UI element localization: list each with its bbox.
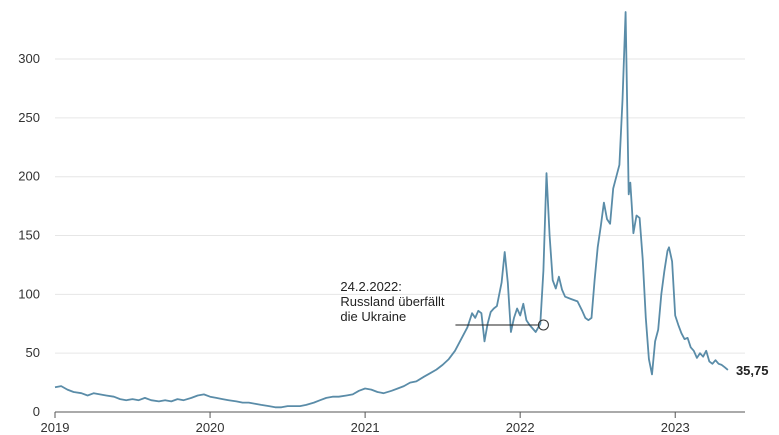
- y-axis-ticks: 0 50 100 150 200 250 300: [18, 51, 40, 419]
- y-tick-label-250: 250: [18, 110, 40, 125]
- y-tick-label-150: 150: [18, 228, 40, 243]
- y-tick-label-0: 0: [33, 404, 40, 419]
- annotation-marker: [537, 319, 549, 331]
- annotation-group: 24.2.2022: Russland überfällt die Ukrain…: [340, 279, 549, 331]
- annotation-text-line-3: die Ukraine: [340, 309, 406, 324]
- series-group: [54, 11, 729, 409]
- x-tick-label-2023: 2023: [661, 420, 690, 435]
- y-tick-label-200: 200: [18, 169, 40, 184]
- annotation-text-line-1: 24.2.2022:: [340, 279, 401, 294]
- annotation-text-line-2: Russland überfällt: [340, 294, 444, 309]
- x-tick-label-2021: 2021: [351, 420, 380, 435]
- y-tick-label-300: 300: [18, 51, 40, 66]
- y-tick-label-50: 50: [26, 345, 40, 360]
- series-line-0: [54, 11, 729, 409]
- x-tick-label-2020: 2020: [196, 420, 225, 435]
- gridlines: [55, 58, 745, 354]
- x-axis: 2019 2020 2021 2022 2023: [41, 411, 745, 435]
- x-tick-label-2022: 2022: [506, 420, 535, 435]
- y-tick-label-100: 100: [18, 286, 40, 301]
- x-tick-label-2019: 2019: [41, 420, 70, 435]
- last-value-label: 35,75: [736, 363, 769, 378]
